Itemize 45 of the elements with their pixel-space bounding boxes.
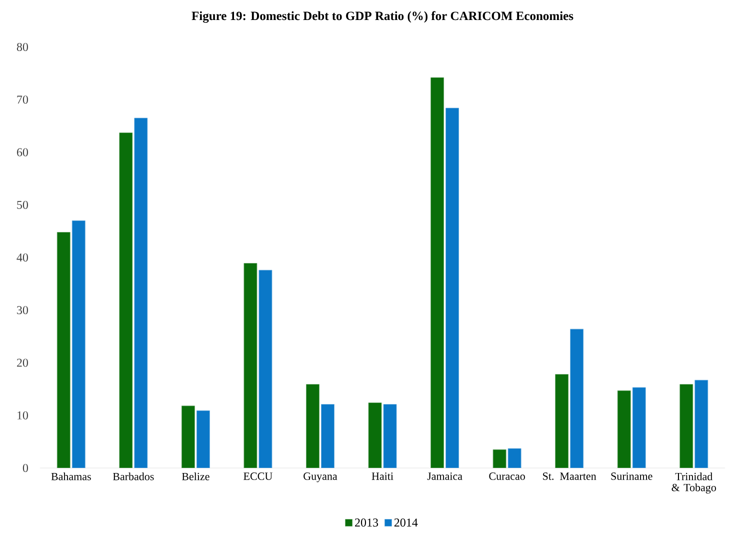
x-tick-label: Bahamas [51, 472, 91, 480]
x-tick-label: St. Maarten [543, 472, 596, 480]
bar [492, 449, 506, 468]
bar [446, 108, 459, 468]
chart-title: Figure 19: Domestic Debt to GDP Ratio (%) for CARICOM Economies [192, 11, 574, 23]
bar [119, 132, 133, 468]
bar [306, 384, 320, 468]
bar [196, 410, 210, 468]
x-tick-label: Curacao [489, 472, 525, 480]
y-tick-label: 70 [17, 96, 28, 104]
bar [321, 404, 334, 468]
y-tick-label: 80 [16, 42, 28, 52]
y-tick-label: 20 [17, 358, 28, 367]
x-tick-label: Haiti [372, 472, 394, 480]
bar [617, 390, 631, 468]
x-tick-label: Belize [182, 472, 210, 480]
bar [570, 328, 584, 468]
bar [430, 77, 444, 468]
x-tick-label: Trinidad & Tobago [672, 472, 716, 494]
y-tick-label: 40 [16, 253, 28, 262]
x-tick-label: Barbados [112, 472, 154, 480]
legend-label: 2013 [355, 518, 378, 527]
x-tick-label: Guyana [304, 472, 338, 482]
bar [258, 270, 272, 468]
bar [181, 406, 195, 468]
y-tick-label: 0 [22, 464, 28, 472]
y-tick-label: 10 [18, 411, 28, 420]
x-tick-label: Jamaica [427, 472, 462, 480]
bar [632, 387, 646, 468]
bar [56, 232, 70, 468]
bar [555, 374, 569, 468]
legend-label: 2014 [394, 518, 418, 527]
bar [383, 404, 397, 468]
y-tick-label: 60 [16, 148, 28, 156]
bar [368, 402, 382, 468]
bar [72, 220, 86, 468]
bar [680, 384, 694, 468]
bar [508, 448, 522, 468]
y-tick-label: 30 [17, 306, 28, 314]
y-tick-label: 50 [17, 200, 28, 209]
x-tick-label: ECCU [244, 472, 272, 480]
bar [244, 263, 258, 468]
bar [134, 118, 148, 468]
x-tick-label: Suriname [611, 472, 652, 480]
bar [694, 380, 708, 468]
